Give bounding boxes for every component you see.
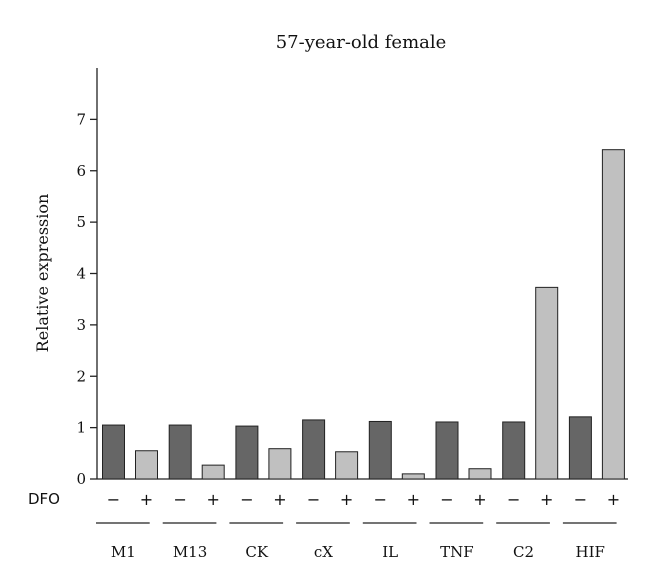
category-label-M13: M13: [173, 543, 207, 561]
category-label-cX: cX: [314, 543, 333, 561]
dfo-sign-TNF-minus: −: [440, 490, 453, 509]
category-label-M1: M1: [111, 543, 136, 561]
dfo-sign-M13-minus: −: [173, 490, 186, 509]
bar-C2-plus: [535, 286, 559, 480]
category-label-HIF: HIF: [576, 543, 605, 561]
dfo-row: DFO − + − + − + − + − + − + − + − +: [28, 490, 620, 509]
bar-C2-minus: [502, 421, 526, 480]
dfo-sign-HIF-minus: −: [574, 490, 587, 509]
y-tick-label-6: 6: [76, 162, 86, 180]
category-label-CK: CK: [245, 543, 268, 561]
category-label-IL: IL: [382, 543, 398, 561]
bar-CK-minus: [235, 425, 259, 480]
dfo-sign-HIF-plus: +: [607, 490, 620, 509]
dfo-sign-M1-plus: +: [140, 490, 153, 509]
bar-IL-plus: [401, 473, 425, 480]
y-axis-label: Relative expression: [33, 194, 52, 353]
y-tick-label-1: 1: [76, 419, 86, 437]
bar-M1-plus: [135, 450, 158, 480]
bar-CK-plus: [268, 448, 292, 480]
y-tick-label-2: 2: [76, 367, 86, 385]
y-tick-label-5: 5: [76, 213, 86, 231]
dfo-sign-CK-minus: −: [240, 490, 253, 509]
category-label-C2: C2: [513, 543, 534, 561]
bar-cX-plus: [335, 451, 359, 480]
dfo-sign-CK-plus: +: [273, 490, 286, 509]
bar-HIF-plus: [601, 149, 625, 480]
dfo-sign-C2-plus: +: [540, 490, 553, 509]
bar-TNF-plus: [468, 468, 492, 480]
chart-title: 57-year-old female: [276, 32, 447, 53]
category-label-TNF: TNF: [440, 543, 474, 561]
y-axis: 0 1 2 3 4 5 6 7: [76, 68, 98, 488]
dfo-sign-TNF-plus: +: [473, 490, 486, 509]
dfo-sign-cX-minus: −: [307, 490, 320, 509]
bar-IL-minus: [368, 420, 392, 480]
bar-HIF-minus: [568, 416, 592, 480]
bar-M1-minus: [102, 424, 125, 480]
y-tick-label-7: 7: [76, 110, 86, 128]
dfo-sign-M1-minus: −: [107, 490, 120, 509]
bar-M13-minus: [168, 424, 192, 480]
bar-cX-minus: [302, 419, 326, 480]
dfo-sign-IL-plus: +: [407, 490, 420, 509]
bar-TNF-minus: [435, 421, 459, 480]
category-labels: M1 M13 CK cX IL TNF C2 HIF: [96, 522, 617, 561]
bar-M13-plus: [201, 464, 225, 480]
y-tick-label-4: 4: [76, 265, 86, 283]
y-tick-label-0: 0: [76, 470, 86, 488]
bars: [102, 149, 625, 480]
dfo-label: DFO: [28, 490, 60, 508]
dfo-sign-M13-plus: +: [206, 490, 219, 509]
dfo-sign-C2-minus: −: [507, 490, 520, 509]
dfo-sign-cX-plus: +: [340, 490, 353, 509]
dfo-sign-IL-minus: −: [374, 490, 387, 509]
y-tick-label-3: 3: [76, 316, 86, 334]
